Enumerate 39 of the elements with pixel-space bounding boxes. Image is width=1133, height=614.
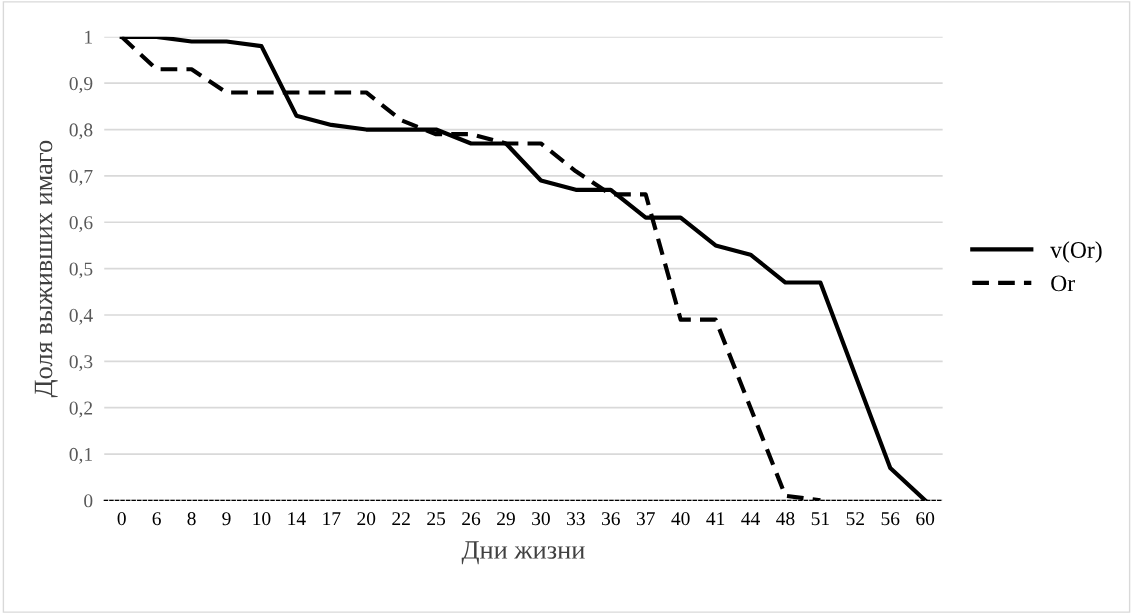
x-tick-label: 22 — [392, 512, 410, 526]
x-tick-label: 44 — [741, 512, 760, 526]
x-tick-label: 14 — [288, 512, 306, 526]
x-tick-label: 52 — [846, 512, 864, 526]
x-axis-title: Дни жизни — [461, 541, 585, 565]
x-tick-label: 9 — [222, 512, 231, 526]
legend-label: v(Or) — [1050, 241, 1102, 263]
x-tick-label: 60 — [916, 512, 935, 526]
x-tick-label: 48 — [776, 512, 795, 526]
x-tick-label: 56 — [881, 512, 900, 526]
x-tick-label: 29 — [497, 512, 515, 526]
x-tick-label: 25 — [427, 512, 446, 526]
y-tick-label: 0,2 — [69, 401, 93, 418]
x-tick-label: 51 — [811, 512, 829, 526]
y-tick-label: 0,3 — [69, 355, 93, 372]
y-tick-label: 0,4 — [69, 308, 93, 325]
y-tick-label: 1 — [85, 30, 92, 44]
y-tick-label: 0,6 — [69, 216, 93, 232]
x-tick-label: 30 — [532, 512, 550, 526]
x-tick-label: 20 — [357, 512, 376, 526]
x-tick-label: 6 — [152, 512, 161, 526]
x-tick-label: 17 — [323, 512, 341, 526]
x-tick-label: 0 — [117, 512, 126, 526]
y-tick-label: 0,5 — [69, 262, 93, 279]
y-tick-label: 0,7 — [69, 169, 93, 186]
y-tick-label: 0 — [84, 494, 93, 508]
x-tick-label: 26 — [462, 512, 481, 526]
y-axis-title: Доля выживших имаго — [34, 140, 58, 398]
x-tick-label: 40 — [671, 512, 690, 526]
y-tick-label: 0,9 — [69, 77, 93, 93]
x-tick-label: 8 — [187, 512, 196, 526]
x-tick-label: 41 — [706, 512, 725, 526]
x-tick-label: 36 — [601, 512, 620, 526]
legend-label: Or — [1051, 275, 1075, 292]
x-tick-label: 37 — [636, 512, 655, 526]
y-tick-label: 0,1 — [69, 447, 92, 464]
y-tick-label: 0,8 — [69, 123, 93, 140]
x-tick-label: 33 — [567, 512, 585, 526]
x-tick-label: 10 — [253, 512, 271, 526]
